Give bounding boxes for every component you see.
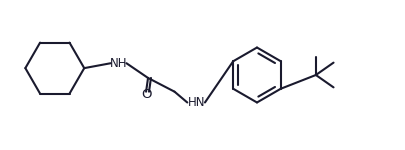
Text: O: O <box>141 88 151 101</box>
Text: HN: HN <box>187 96 205 109</box>
Text: NH: NH <box>110 57 127 70</box>
